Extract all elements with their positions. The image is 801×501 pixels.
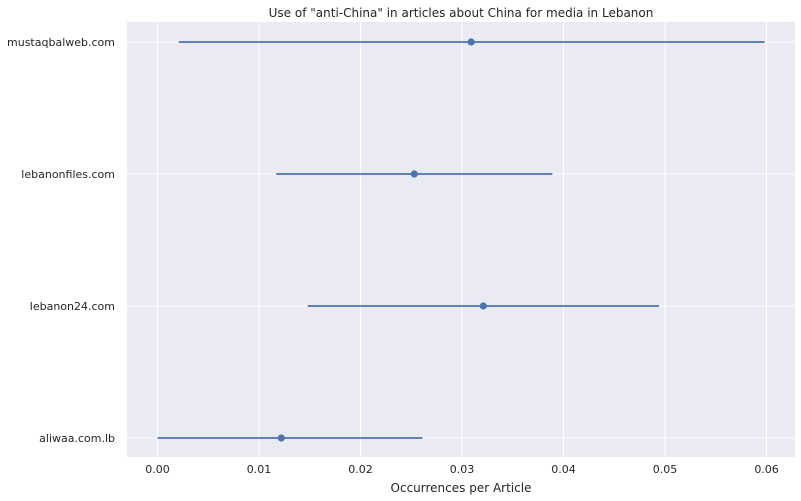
chart-title: Use of "anti-China" in articles about Ch… <box>269 6 654 20</box>
y-tick-label: mustaqbalweb.com <box>7 36 115 49</box>
data-point <box>467 38 475 46</box>
y-axis-ticks: mustaqbalweb.com lebanonfiles.com lebanon2… <box>7 36 115 445</box>
y-tick-label: aliwaa.com.lb <box>39 432 115 445</box>
x-tick-label: 0.03 <box>450 463 475 476</box>
x-tick-label: 0.01 <box>247 463 272 476</box>
y-tick-label: lebanonfiles.com <box>21 168 115 181</box>
x-tick-label: 0.05 <box>653 463 678 476</box>
data-point <box>410 170 418 178</box>
marks <box>157 38 765 442</box>
x-axis-label: Occurrences per Article <box>391 481 532 495</box>
x-tick-label: 0.02 <box>348 463 373 476</box>
y-tick-label: lebanon24.com <box>30 300 115 313</box>
x-tick-label: 0.00 <box>145 463 170 476</box>
data-point <box>479 302 487 310</box>
x-axis-ticks: 0.00 0.01 0.02 0.03 0.04 0.05 0.06 <box>145 463 779 476</box>
plot-area <box>127 22 795 457</box>
x-tick-label: 0.06 <box>754 463 779 476</box>
data-point <box>277 434 285 442</box>
x-tick-label: 0.04 <box>551 463 576 476</box>
